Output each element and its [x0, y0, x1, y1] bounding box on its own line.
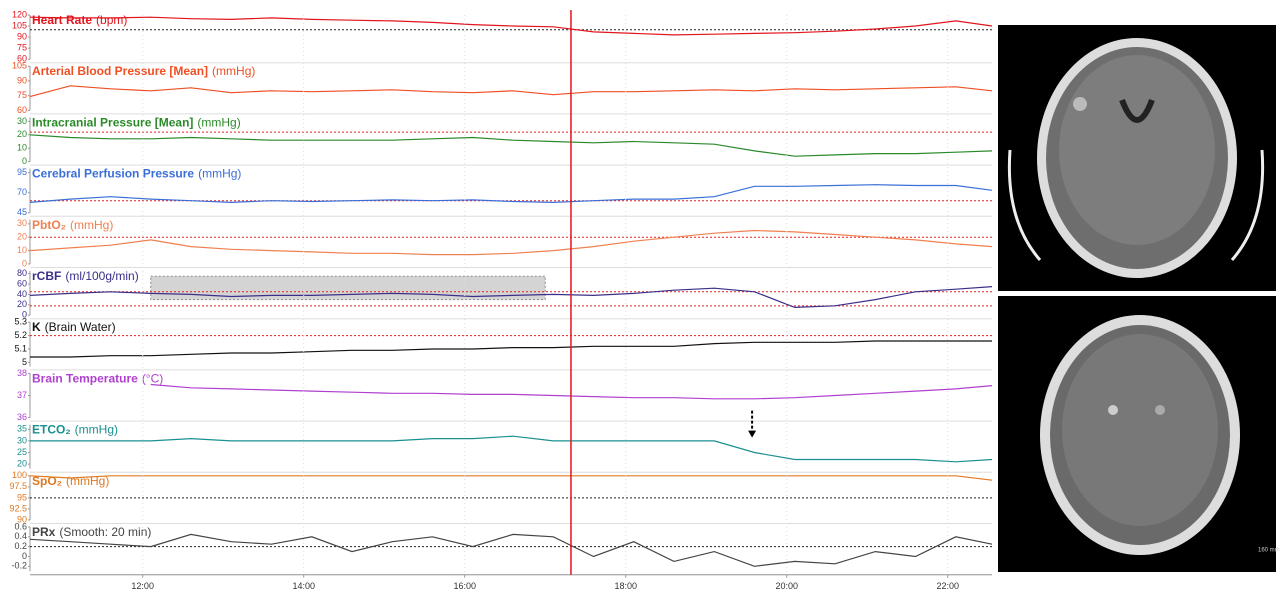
- x-tick-label: 20:00: [775, 581, 798, 591]
- y-tick-label: 20: [17, 232, 27, 242]
- y-tick-label: 105: [12, 61, 27, 71]
- ct-scan-bottom: 160 mm: [998, 296, 1280, 572]
- y-tick-label: 35: [17, 424, 27, 434]
- signal-line: [30, 341, 992, 357]
- panel-name: ETCO₂: [32, 423, 71, 437]
- y-tick-label: 25: [17, 447, 27, 457]
- panel-unit: (mmHg): [70, 218, 113, 232]
- y-tick-label: 5: [22, 357, 27, 367]
- panel-name: PRx: [32, 525, 56, 539]
- panel-title: rCBF (ml/100g/min): [32, 269, 139, 283]
- panel-name: Heart Rate: [32, 13, 92, 27]
- panel-title: Cerebral Perfusion Pressure (mmHg): [32, 167, 241, 181]
- y-tick-label: 37: [17, 390, 27, 400]
- panel-title: Brain Temperature (°C): [32, 372, 163, 386]
- y-tick-label: 70: [17, 187, 27, 197]
- y-tick-label: 30: [17, 218, 27, 228]
- y-tick-label: 30: [17, 116, 27, 126]
- y-tick-label: 10: [17, 245, 27, 255]
- y-tick-label: 75: [17, 43, 27, 53]
- x-tick-label: 12:00: [131, 581, 154, 591]
- y-tick-label: 40: [17, 289, 27, 299]
- scale-label: 160 mm: [1258, 548, 1280, 554]
- signal-line: [30, 436, 992, 462]
- x-tick-label: 22:00: [936, 581, 959, 591]
- ct-scan-top: [998, 25, 1276, 291]
- panel-unit: (bpm): [96, 13, 127, 27]
- panel-name: SpO₂: [32, 474, 62, 488]
- y-tick-label: 20: [17, 129, 27, 139]
- panel-unit: (mmHg): [212, 64, 255, 78]
- panel-title: Heart Rate (bpm): [32, 13, 127, 27]
- x-tick-label: 18:00: [614, 581, 637, 591]
- event-arrowhead: [748, 431, 756, 438]
- panel-name: PbtO₂: [32, 218, 66, 232]
- signal-line: [30, 135, 992, 156]
- panel-unit: (ml/100g/min): [65, 269, 138, 283]
- y-tick-label: 36: [17, 412, 27, 422]
- y-tick-label: 0.6: [14, 521, 27, 531]
- y-tick-label: 5.3: [14, 317, 27, 327]
- y-tick-label: 95: [17, 492, 27, 502]
- y-tick-label: 5.2: [14, 330, 27, 340]
- y-tick-label: 0: [22, 258, 27, 268]
- y-tick-label: 80: [17, 268, 27, 278]
- y-tick-label: 60: [17, 278, 27, 288]
- y-tick-label: 0: [22, 156, 27, 166]
- y-tick-label: 20: [17, 459, 27, 469]
- panel-unit: (mmHg): [197, 116, 240, 130]
- panel-unit: (°C): [142, 372, 163, 386]
- signal-line: [30, 17, 992, 35]
- y-tick-label: 75: [17, 90, 27, 100]
- panel-title: Arterial Blood Pressure [Mean] (mmHg): [32, 64, 255, 78]
- y-tick-label: 0.2: [14, 541, 27, 551]
- y-tick-label: 90: [17, 75, 27, 85]
- panel-unit: (Brain Water): [45, 320, 116, 334]
- y-tick-label: 92.5: [9, 503, 27, 513]
- panel-title: Intracranial Pressure [Mean] (mmHg): [32, 116, 241, 130]
- panel-name: Intracranial Pressure [Mean]: [32, 116, 193, 130]
- y-tick-label: 105: [12, 20, 27, 30]
- panel-title: PRx(Smooth: 20 min): [32, 525, 151, 539]
- signal-line: [30, 231, 992, 255]
- panel-title: SpO₂ (mmHg): [32, 474, 109, 488]
- panel-title: PbtO₂ (mmHg): [32, 218, 113, 232]
- signal-line: [30, 86, 992, 97]
- panel-title: K (Brain Water): [32, 320, 116, 334]
- y-tick-label: 30: [17, 435, 27, 445]
- signal-line: [30, 185, 992, 203]
- y-tick-label: 20: [17, 299, 27, 309]
- y-tick-label: 97.5: [9, 481, 27, 491]
- y-tick-label: 38: [17, 368, 27, 378]
- panel-name: rCBF: [32, 269, 61, 283]
- signal-line: [30, 476, 992, 480]
- signal-line: [30, 534, 992, 566]
- x-tick-label: 14:00: [292, 581, 315, 591]
- panel-name: Arterial Blood Pressure [Mean]: [32, 64, 208, 78]
- panel-name: K: [32, 320, 41, 334]
- y-tick-label: 95: [17, 167, 27, 177]
- y-tick-label: -0.2: [11, 561, 27, 571]
- y-tick-label: 90: [17, 31, 27, 41]
- panel-title: ETCO₂ (mmHg): [32, 423, 118, 437]
- y-tick-label: 5.1: [14, 343, 27, 353]
- y-tick-label: 10: [17, 143, 27, 153]
- panel-name: Brain Temperature: [32, 372, 138, 386]
- panel-unit: (mmHg): [75, 423, 118, 437]
- y-tick-label: 0.4: [14, 531, 27, 541]
- panel-unit: (Smooth: 20 min): [59, 525, 151, 539]
- y-tick-label: 0: [22, 551, 27, 561]
- x-tick-label: 16:00: [453, 581, 476, 591]
- y-tick-label: 60: [17, 105, 27, 115]
- y-tick-label: 100: [12, 470, 27, 480]
- panel-unit: (mmHg): [198, 167, 241, 181]
- y-tick-label: 120: [12, 9, 27, 19]
- panel-name: Cerebral Perfusion Pressure: [32, 167, 194, 181]
- panel-unit: (mmHg): [66, 474, 109, 488]
- y-tick-label: 45: [17, 207, 27, 217]
- monitor-figure: 160 mm 607590105120Heart Rate(bpm)607590…: [0, 0, 1283, 592]
